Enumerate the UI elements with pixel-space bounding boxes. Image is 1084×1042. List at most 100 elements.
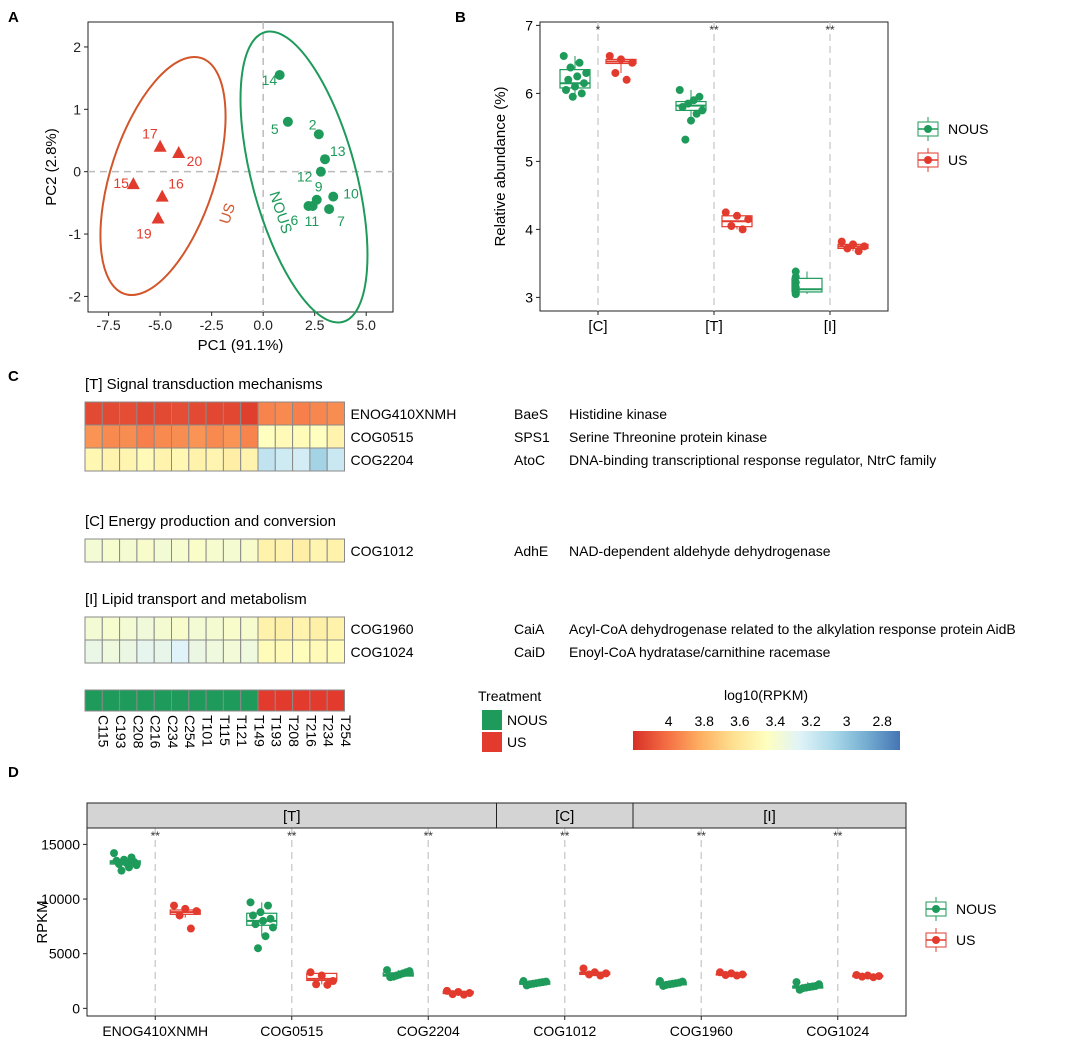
- heatmap-cell: [309, 616, 328, 641]
- heatmap-cell: [205, 424, 224, 449]
- heatmap-cell: [240, 401, 259, 426]
- heatmap-cell: [257, 538, 276, 563]
- rpkm-significance-mark: **: [833, 829, 843, 843]
- pca-x-tick-label: -5.0: [148, 317, 172, 333]
- abundance-data-point: [575, 58, 584, 67]
- facet-strip: [632, 802, 907, 829]
- heatmap-column-label: T115: [217, 715, 233, 746]
- treatment-annotation-cell: [153, 689, 172, 712]
- heatmap-column-label: T254: [338, 715, 354, 747]
- pca-y-tick-label: -2: [69, 288, 82, 304]
- heatmap-cell: [222, 538, 242, 563]
- abundance-legend-key-point: [924, 156, 932, 164]
- treatment-annotation-cell: [101, 689, 121, 712]
- heatmap-column-label: T121: [234, 715, 250, 747]
- rpkm-data-point: [251, 920, 260, 929]
- colorbar-title: log10(RPKM): [724, 687, 808, 703]
- abundance-data-point: [854, 247, 863, 256]
- abundance-data-point: [573, 72, 582, 81]
- us-sample-label: 15: [113, 175, 129, 191]
- rpkm-data-point: [869, 973, 878, 982]
- rpkm-data-point: [585, 970, 594, 979]
- heatmap-cell: [205, 639, 224, 664]
- heatmap-row-description: Histidine kinase: [569, 406, 667, 422]
- heatmap-cell: [240, 424, 259, 449]
- heatmap-row-gene: AtoC: [514, 452, 545, 468]
- heatmap-row-gene: SPS1: [514, 429, 550, 445]
- heatmap-row-gene: BaeS: [514, 406, 548, 422]
- rpkm-significance-mark: **: [560, 829, 570, 843]
- heatmap-row-description: NAD-dependent aldehyde dehydrogenase: [569, 543, 831, 559]
- heatmap-cell: [136, 639, 155, 664]
- heatmap-cell: [171, 447, 190, 472]
- nous-sample-point: [274, 70, 285, 81]
- rpkm-significance-mark: **: [697, 829, 707, 843]
- pca-y-tick-label: -1: [69, 226, 82, 242]
- heatmap-cell: [205, 401, 224, 426]
- heatmap-cell: [326, 538, 346, 563]
- abundance-data-point: [675, 86, 684, 94]
- rpkm-y-tick-label: 15000: [41, 836, 80, 852]
- treatment-annotation-cell: [136, 689, 155, 712]
- abundance-y-tick-label: 5: [525, 153, 533, 169]
- rpkm-data-point: [186, 924, 195, 933]
- rpkm-data-point: [170, 901, 178, 910]
- panel-label-b: B: [455, 9, 466, 26]
- treatment-annotation-cell: [257, 689, 276, 712]
- heatmap-cell: [222, 401, 242, 426]
- heatmap-column-label: C208: [130, 715, 146, 749]
- rpkm-y-axis-label: RPKM: [34, 900, 51, 943]
- rpkm-data-point: [323, 980, 332, 989]
- heatmap-column-label: C216: [148, 715, 164, 749]
- rpkm-data-point: [175, 911, 184, 920]
- heatmap-cell: [222, 447, 242, 472]
- heatmap-cell: [171, 616, 190, 641]
- rpkm-legend-key-point: [932, 936, 940, 944]
- heatmap-row-id: COG1012: [351, 543, 414, 559]
- heatmap-cell: [222, 639, 242, 664]
- rpkm-data-point: [246, 898, 255, 907]
- nous-sample-label: 14: [262, 72, 278, 88]
- heatmap-cell: [188, 447, 207, 472]
- abundance-y-tick-label: 3: [525, 289, 533, 305]
- abundance-data-point: [562, 86, 570, 94]
- heatmap-panel: [T] Signal transduction mechanisms ENOG41…: [84, 376, 1016, 752]
- nous-sample-label: 2: [309, 116, 317, 132]
- rpkm-data-point: [579, 964, 588, 973]
- rpkm-legend-label: NOUS: [956, 901, 996, 917]
- facet-strip: [86, 802, 497, 829]
- heatmap-cell: [326, 639, 346, 664]
- treatment-legend-swatch: [482, 732, 502, 752]
- heatmap-row-gene: CaiA: [514, 621, 545, 637]
- heatmap-row-description: Enoyl-CoA hydratase/carnithine racemase: [569, 644, 831, 660]
- heatmap-cell: [84, 401, 103, 426]
- rpkm-data-point: [383, 966, 391, 975]
- heatmap-cell: [119, 616, 138, 641]
- us-sample-point: [155, 189, 169, 202]
- rpkm-data-point: [792, 978, 801, 987]
- colorbar-tick-label: 3.2: [801, 713, 821, 729]
- rpkm-data-point: [858, 972, 867, 981]
- rpkm-data-point: [312, 980, 321, 989]
- us-sample-label: 17: [142, 126, 158, 142]
- heatmap-cell: [153, 639, 172, 664]
- rpkm-data-point: [732, 971, 741, 980]
- heatmap-cell: [292, 447, 311, 472]
- rpkm-data-point: [254, 944, 262, 953]
- rpkm-data-point: [115, 860, 123, 869]
- abundance-data-point: [733, 211, 741, 220]
- panel-label-c: C: [8, 368, 19, 385]
- abundance-data-point: [721, 208, 730, 217]
- heatmap-cell: [101, 447, 121, 472]
- us-sample-point: [151, 211, 165, 224]
- heatmap-block-title: [T] Signal transduction mechanisms: [85, 376, 323, 393]
- heatmap-cell: [205, 538, 224, 563]
- heatmap-cell: [101, 616, 121, 641]
- rpkm-x-tick-label: COG0515: [260, 1023, 323, 1039]
- us-sample-point: [153, 139, 167, 152]
- rpkm-data-point: [459, 990, 468, 999]
- heatmap-row-gene: AdhE: [514, 543, 548, 559]
- pca-y-tick-label: 0: [73, 164, 81, 180]
- abundance-legend-key-point: [924, 125, 932, 133]
